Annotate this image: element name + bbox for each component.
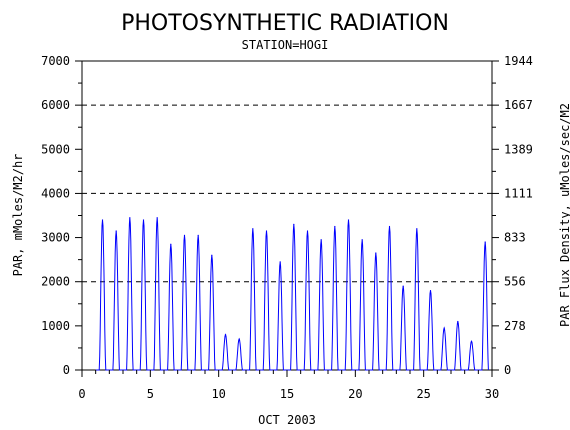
x-tick-label: 5: [147, 387, 154, 401]
y-tick-label: 5000: [41, 142, 70, 156]
y2-axis-label: PAR Flux Density, uMoles/sec/M2: [558, 103, 570, 327]
chart-title: PHOTOSYNTHETIC RADIATION: [121, 11, 449, 36]
y-tick-label: 3000: [41, 231, 70, 245]
y-axis-left: 0 1000 2000 3000 4000 5000 6000 7000: [41, 54, 82, 377]
y-tick-label: 2000: [41, 275, 70, 289]
y-axis-right: 0 278 556 833 1111 1389 1667 1944: [492, 54, 533, 377]
x-axis: 0 5 10 15 20 25 30: [78, 370, 499, 401]
x-tick-label: 30: [485, 387, 499, 401]
y2-tick-label: 1667: [504, 98, 533, 112]
series-group: [95, 217, 489, 371]
y2-tick-label: 1944: [504, 54, 533, 68]
x-tick-label: 25: [416, 387, 430, 401]
x-tick-label: 0: [78, 387, 85, 401]
x-tick-label: 10: [211, 387, 225, 401]
y-tick-label: 1000: [41, 319, 70, 333]
plot-frame: [81, 60, 493, 371]
chart-subtitle: STATION=HOGI: [242, 38, 329, 52]
y-tick-label: 4000: [41, 186, 70, 200]
par-series-line: [95, 217, 489, 371]
y2-tick-label: 0: [504, 363, 511, 377]
y2-tick-label: 1111: [504, 186, 533, 200]
grid-lines: [82, 104, 492, 283]
y-tick-label: 6000: [41, 98, 70, 112]
x-axis-label: OCT 2003: [258, 413, 316, 427]
y-tick-label: 7000: [41, 54, 70, 68]
x-tick-label: 15: [280, 387, 294, 401]
y2-tick-label: 833: [504, 231, 526, 245]
y2-tick-label: 1389: [504, 142, 533, 156]
y2-tick-label: 278: [504, 319, 526, 333]
x-tick-label: 20: [348, 387, 362, 401]
y-axis-label: PAR, mMoles/M2/hr: [11, 154, 25, 277]
y2-tick-label: 556: [504, 275, 526, 289]
y-tick-label: 0: [63, 363, 70, 377]
